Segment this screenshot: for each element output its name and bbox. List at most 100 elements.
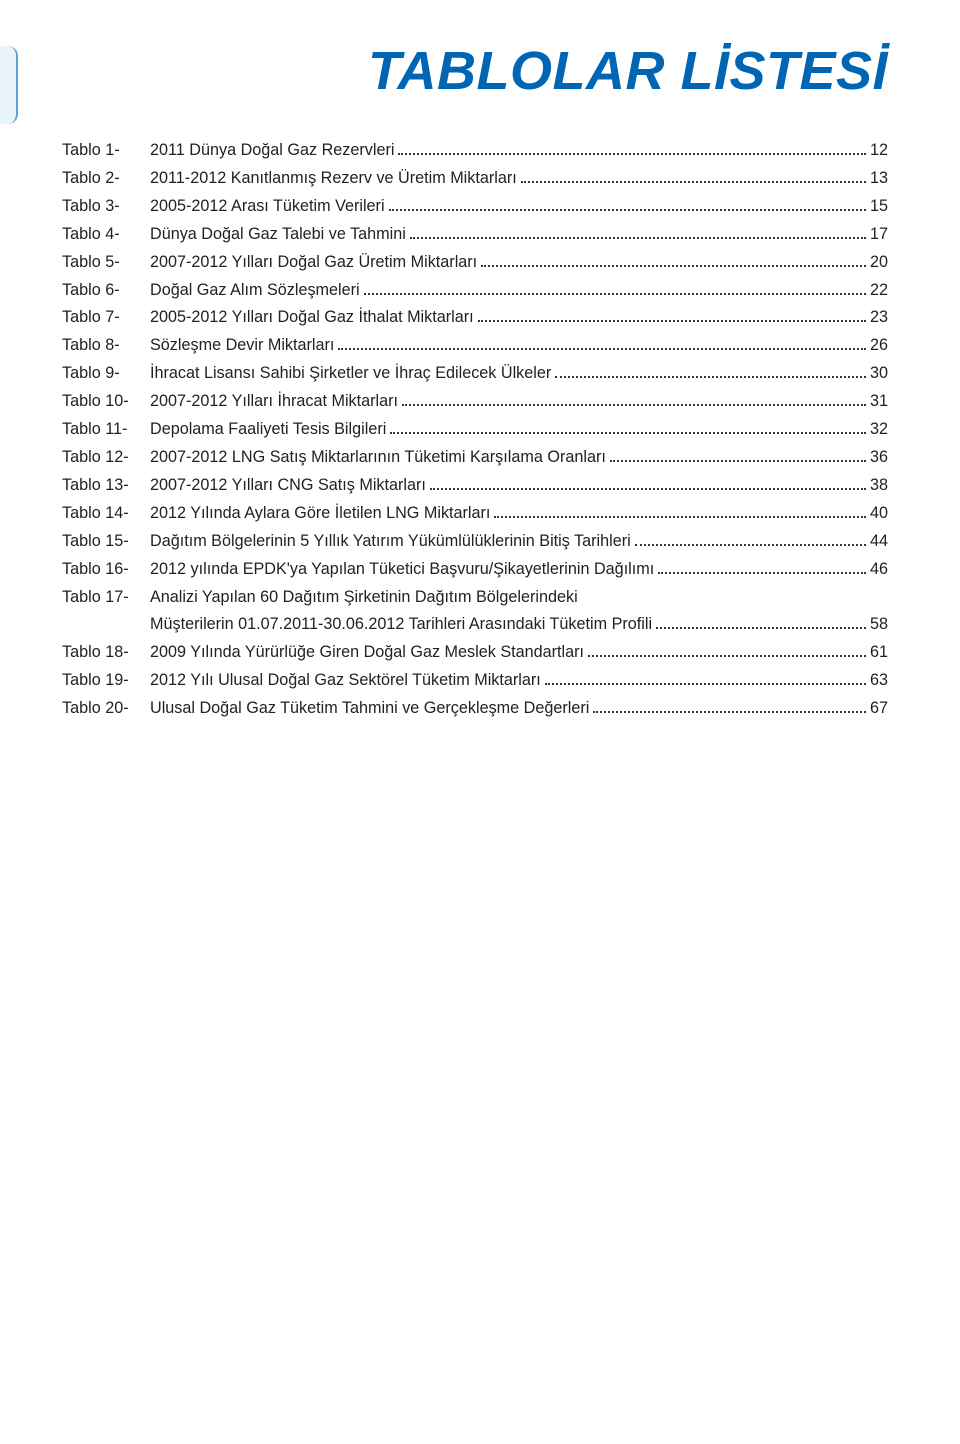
toc-entry-page: 63 — [870, 668, 888, 693]
toc-leader-dots — [338, 348, 866, 350]
toc-entry-page: 15 — [870, 194, 888, 219]
toc-entry-label: Tablo 16- — [62, 557, 150, 582]
toc-entry-text: 2009 Yılında Yürürlüğe Giren Doğal Gaz M… — [150, 640, 584, 665]
page-tab-decoration — [0, 46, 18, 124]
toc-entry-label: Tablo 6- — [62, 278, 150, 303]
toc-entry-text: 2011 Dünya Doğal Gaz Rezervleri — [150, 138, 394, 163]
toc-entry-label: Tablo 1- — [62, 138, 150, 163]
toc-leader-dots — [635, 544, 866, 546]
toc-entry: Tablo 7-2005-2012 Yılları Doğal Gaz İtha… — [62, 305, 888, 330]
toc-entry-page: 67 — [870, 696, 888, 721]
toc-entry: Tablo 5-2007-2012 Yılları Doğal Gaz Üret… — [62, 250, 888, 275]
toc-entry-page: 61 — [870, 640, 888, 665]
toc-entry-text: 2007-2012 Yılları Doğal Gaz Üretim Mikta… — [150, 250, 477, 275]
toc-entry: Tablo 20-Ulusal Doğal Gaz Tüketim Tahmin… — [62, 696, 888, 721]
toc-entry-text: 2005-2012 Arası Tüketim Verileri — [150, 194, 385, 219]
toc-leader-dots — [478, 320, 866, 322]
toc-entry: Tablo 00-Müşterilerin 01.07.2011-30.06.2… — [62, 612, 888, 637]
toc-entry-label: Tablo 17- — [62, 585, 150, 610]
toc-entry-page: 32 — [870, 417, 888, 442]
toc-entry-label: Tablo 2- — [62, 166, 150, 191]
toc-entry-page: 26 — [870, 333, 888, 358]
table-of-contents: Tablo 1-2011 Dünya Doğal Gaz Rezervleri 1… — [62, 138, 888, 724]
toc-entry-page: 12 — [870, 138, 888, 163]
toc-entry-text: 2012 Yılında Aylara Göre İletilen LNG Mi… — [150, 501, 490, 526]
toc-entry-text: Sözleşme Devir Miktarları — [150, 333, 334, 358]
toc-leader-dots — [410, 237, 866, 239]
toc-entry-label: Tablo 8- — [62, 333, 150, 358]
toc-leader-dots — [545, 683, 866, 685]
toc-leader-dots — [390, 432, 866, 434]
toc-entry: Tablo 11-Depolama Faaliyeti Tesis Bilgil… — [62, 417, 888, 442]
toc-entry-text: 2011-2012 Kanıtlanmış Rezerv ve Üretim M… — [150, 166, 517, 191]
toc-leader-dots — [521, 181, 866, 183]
toc-leader-dots — [610, 460, 866, 462]
toc-entry-page: 36 — [870, 445, 888, 470]
toc-entry-page: 22 — [870, 278, 888, 303]
toc-entry-label: Tablo 5- — [62, 250, 150, 275]
toc-entry-label: Tablo 20- — [62, 696, 150, 721]
toc-entry-page: 30 — [870, 361, 888, 386]
toc-entry-page: 13 — [870, 166, 888, 191]
toc-entry-page: 20 — [870, 250, 888, 275]
toc-entry: Tablo 6-Doğal Gaz Alım Sözleşmeleri 22 — [62, 278, 888, 303]
toc-entry-page: 17 — [870, 222, 888, 247]
toc-entry-label: Tablo 11- — [62, 417, 150, 442]
toc-entry: Tablo 17-Analizi Yapılan 60 Dağıtım Şirk… — [62, 585, 888, 610]
toc-entry-text: Ulusal Doğal Gaz Tüketim Tahmini ve Gerç… — [150, 696, 589, 721]
toc-entry-text: 2012 Yılı Ulusal Doğal Gaz Sektörel Tüke… — [150, 668, 541, 693]
toc-entry: Tablo 10-2007-2012 Yılları İhracat Mikta… — [62, 389, 888, 414]
toc-entry-page: 58 — [870, 612, 888, 637]
toc-leader-dots — [555, 376, 866, 378]
toc-leader-dots — [593, 711, 866, 713]
toc-entry: Tablo 9-İhracat Lisansı Sahibi Şirketler… — [62, 361, 888, 386]
toc-leader-dots — [481, 265, 866, 267]
toc-entry-text: İhracat Lisansı Sahibi Şirketler ve İhra… — [150, 361, 551, 386]
toc-entry-page: 31 — [870, 389, 888, 414]
toc-leader-dots — [658, 572, 866, 574]
toc-entry-label: Tablo 15- — [62, 529, 150, 554]
toc-entry-text: 2007-2012 LNG Satış Miktarlarının Tüketi… — [150, 445, 606, 470]
toc-entry-label: Tablo 12- — [62, 445, 150, 470]
toc-entry-text: Doğal Gaz Alım Sözleşmeleri — [150, 278, 360, 303]
toc-entry: Tablo 4-Dünya Doğal Gaz Talebi ve Tahmin… — [62, 222, 888, 247]
toc-entry: Tablo 8-Sözleşme Devir Miktarları 26 — [62, 333, 888, 358]
toc-entry-label: Tablo 10- — [62, 389, 150, 414]
toc-entry-text: 2007-2012 Yılları CNG Satış Miktarları — [150, 473, 426, 498]
toc-entry-page: 44 — [870, 529, 888, 554]
toc-entry: Tablo 3-2005-2012 Arası Tüketim Verileri… — [62, 194, 888, 219]
toc-leader-dots — [494, 516, 866, 518]
toc-entry: Tablo 15-Dağıtım Bölgelerinin 5 Yıllık Y… — [62, 529, 888, 554]
toc-entry-label: Tablo 3- — [62, 194, 150, 219]
toc-entry-text: Müşterilerin 01.07.2011-30.06.2012 Tarih… — [150, 612, 652, 637]
toc-entry-page: 23 — [870, 305, 888, 330]
toc-entry: Tablo 19-2012 Yılı Ulusal Doğal Gaz Sekt… — [62, 668, 888, 693]
page-title: TABLOLAR LİSTESİ — [368, 40, 888, 102]
toc-entry-label: Tablo 9- — [62, 361, 150, 386]
toc-entry-text: Dağıtım Bölgelerinin 5 Yıllık Yatırım Yü… — [150, 529, 631, 554]
toc-entry-label: Tablo 19- — [62, 668, 150, 693]
toc-entry: Tablo 13-2007-2012 Yılları CNG Satış Mik… — [62, 473, 888, 498]
toc-entry-page: 40 — [870, 501, 888, 526]
toc-entry-page: 46 — [870, 557, 888, 582]
toc-leader-dots — [402, 404, 866, 406]
toc-entry: Tablo 2-2011-2012 Kanıtlanmış Rezerv ve … — [62, 166, 888, 191]
toc-entry-page: 38 — [870, 473, 888, 498]
toc-leader-dots — [588, 655, 866, 657]
toc-entry-text: 2007-2012 Yılları İhracat Miktarları — [150, 389, 398, 414]
toc-leader-dots — [398, 153, 866, 155]
toc-entry-label: Tablo 14- — [62, 501, 150, 526]
toc-entry: Tablo 14-2012 Yılında Aylara Göre İletil… — [62, 501, 888, 526]
toc-entry: Tablo 16-2012 yılında EPDK'ya Yapılan Tü… — [62, 557, 888, 582]
toc-entry-label: Tablo 18- — [62, 640, 150, 665]
toc-entry-label: Tablo 13- — [62, 473, 150, 498]
toc-entry-text: Analizi Yapılan 60 Dağıtım Şirketinin Da… — [150, 585, 578, 610]
toc-entry: Tablo 1-2011 Dünya Doğal Gaz Rezervleri 1… — [62, 138, 888, 163]
toc-entry-text: Dünya Doğal Gaz Talebi ve Tahmini — [150, 222, 406, 247]
toc-entry-text: 2005-2012 Yılları Doğal Gaz İthalat Mikt… — [150, 305, 474, 330]
toc-entry: Tablo 18-2009 Yılında Yürürlüğe Giren Do… — [62, 640, 888, 665]
toc-entry-text: 2012 yılında EPDK'ya Yapılan Tüketici Ba… — [150, 557, 654, 582]
toc-entry-label: Tablo 4- — [62, 222, 150, 247]
toc-leader-dots — [656, 627, 866, 629]
toc-entry-label: Tablo 7- — [62, 305, 150, 330]
